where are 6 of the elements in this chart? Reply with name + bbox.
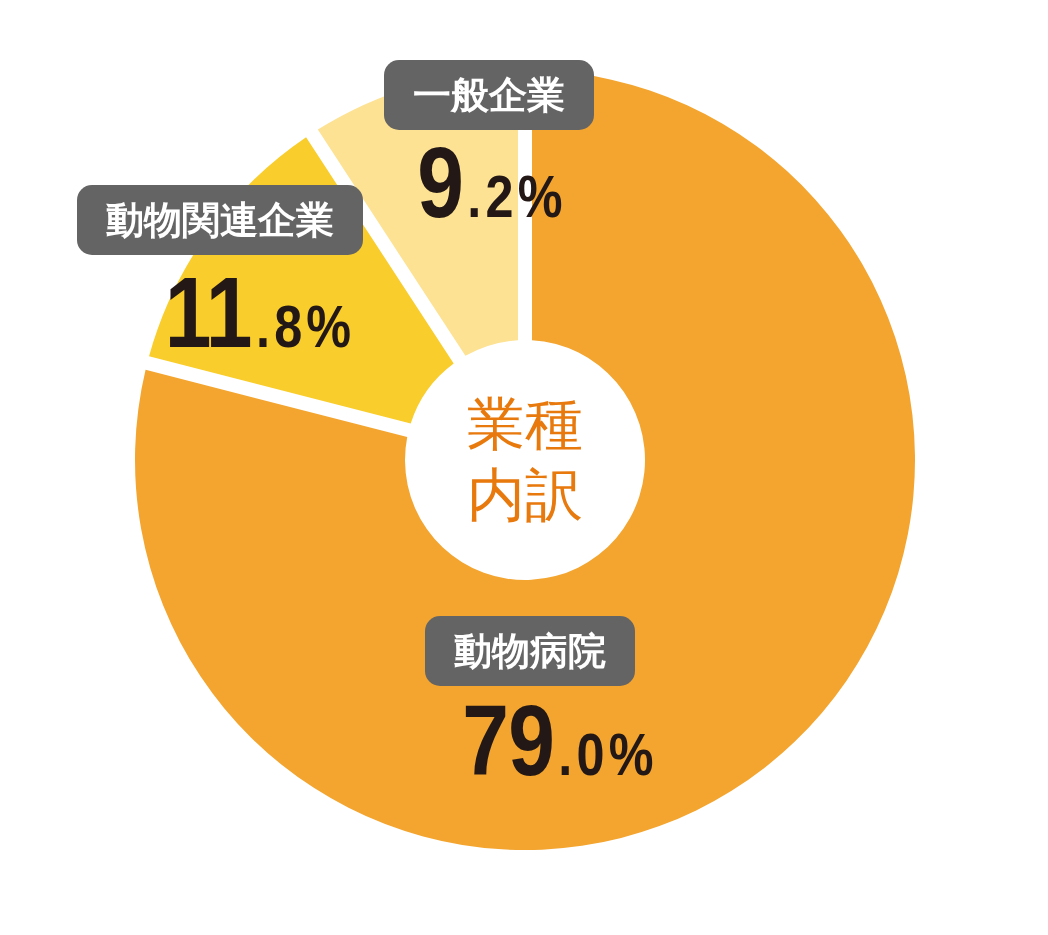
data-label: 11.8% (164, 256, 356, 369)
text: 業種内訳 (466, 389, 584, 531)
slice-label: 動物関連企業 (106, 198, 334, 242)
slice-label: 一般企業 (413, 73, 565, 117)
data-label: 79.0% (462, 684, 658, 797)
slice-label: 動物病院 (454, 629, 606, 673)
